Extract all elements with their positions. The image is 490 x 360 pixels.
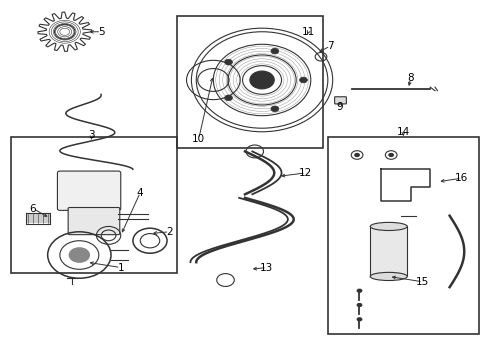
Bar xyxy=(177,16,323,148)
Circle shape xyxy=(354,153,360,157)
Text: 10: 10 xyxy=(192,134,205,144)
FancyBboxPatch shape xyxy=(57,171,121,210)
Circle shape xyxy=(357,289,363,293)
Text: 5: 5 xyxy=(98,27,104,37)
Circle shape xyxy=(299,77,307,83)
Circle shape xyxy=(271,48,279,54)
Text: 8: 8 xyxy=(407,73,414,83)
Text: 9: 9 xyxy=(337,102,343,112)
Circle shape xyxy=(388,153,394,157)
Text: 1: 1 xyxy=(118,262,124,273)
Circle shape xyxy=(357,303,363,307)
Text: 2: 2 xyxy=(166,227,173,237)
Text: 14: 14 xyxy=(397,127,410,137)
Text: 3: 3 xyxy=(88,130,95,140)
Ellipse shape xyxy=(370,273,407,280)
Circle shape xyxy=(271,106,279,112)
Ellipse shape xyxy=(370,222,407,230)
Text: 13: 13 xyxy=(260,262,273,273)
Text: 4: 4 xyxy=(137,188,144,198)
Circle shape xyxy=(224,95,232,101)
Text: 6: 6 xyxy=(30,203,36,213)
Bar xyxy=(11,137,177,273)
Text: 12: 12 xyxy=(299,168,313,178)
Circle shape xyxy=(69,247,90,263)
FancyBboxPatch shape xyxy=(68,207,120,235)
Circle shape xyxy=(224,59,232,65)
Circle shape xyxy=(357,317,363,321)
Bar xyxy=(328,137,479,334)
Text: 11: 11 xyxy=(302,27,315,37)
Bar xyxy=(370,226,407,276)
Text: 16: 16 xyxy=(455,173,468,183)
Circle shape xyxy=(250,71,274,89)
Text: 15: 15 xyxy=(416,277,429,287)
FancyBboxPatch shape xyxy=(335,97,346,104)
Text: 7: 7 xyxy=(327,41,334,51)
